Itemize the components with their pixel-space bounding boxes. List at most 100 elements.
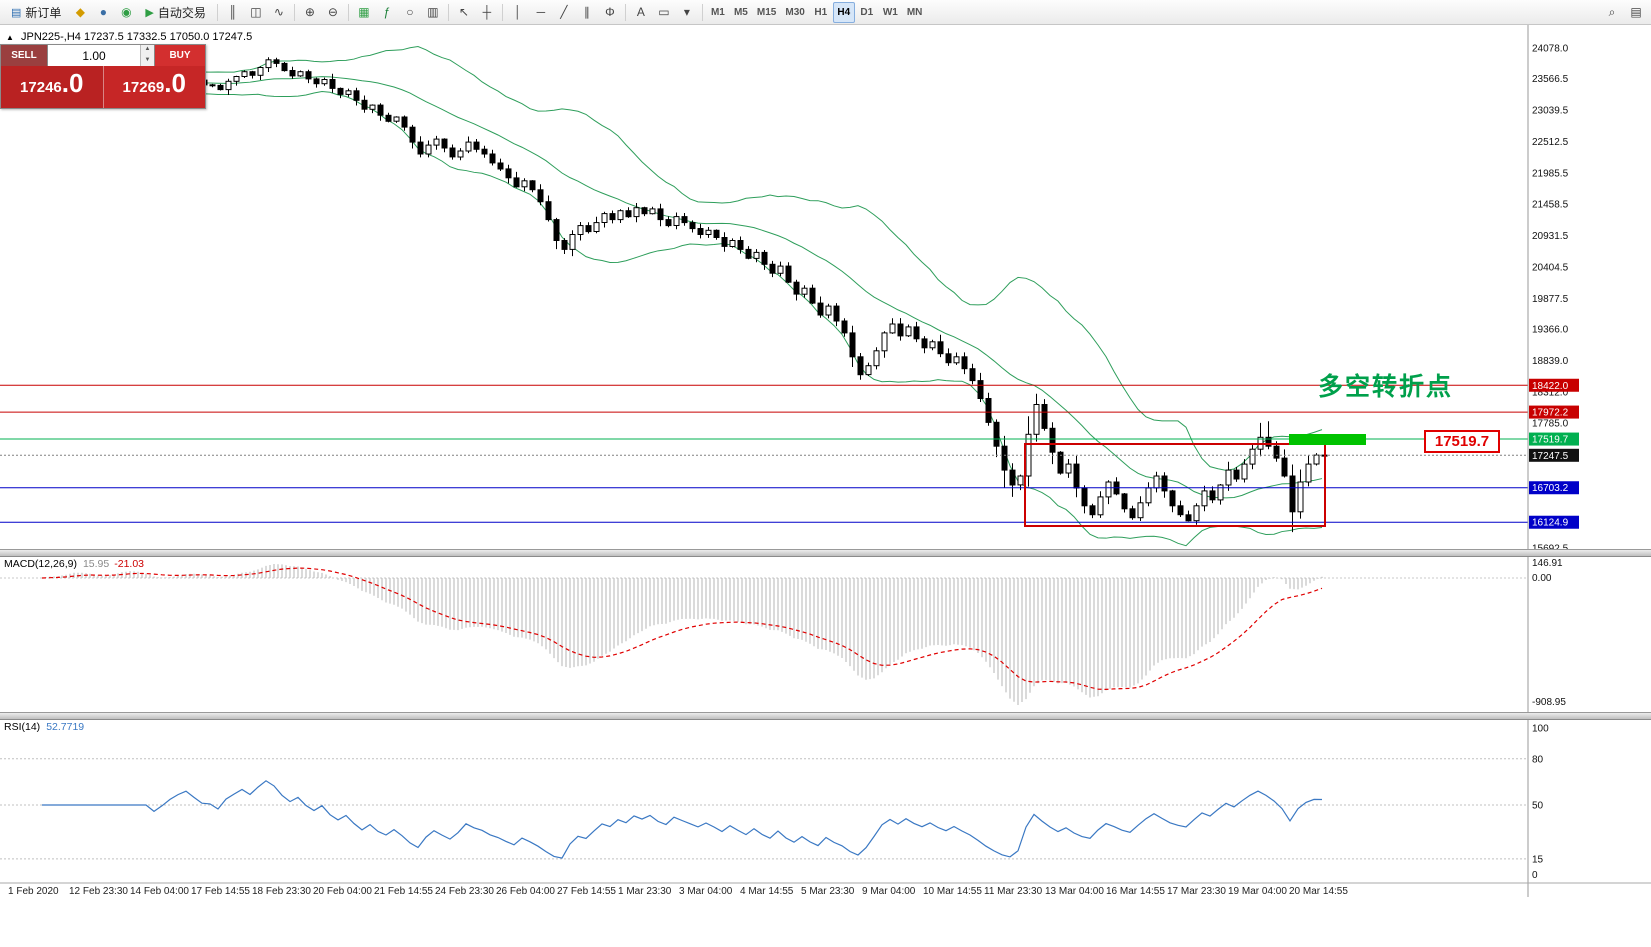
broadcast-icon[interactable]: ◉ (115, 2, 137, 23)
green-zone-annotation[interactable] (1289, 434, 1366, 445)
templates-icon[interactable]: ▥ (422, 2, 444, 23)
timeframe-h4[interactable]: H4 (832, 1, 855, 23)
candlestick-chart-icon[interactable]: ◫ (245, 2, 267, 23)
panel-separator[interactable] (0, 549, 1651, 557)
cursor-icon[interactable]: ↖ (453, 2, 475, 23)
macd-panel-layer[interactable] (0, 564, 1528, 705)
timeframe-d1[interactable]: D1 (856, 2, 878, 23)
svg-text:15: 15 (1532, 854, 1544, 865)
svg-text:17247.5: 17247.5 (1532, 451, 1569, 462)
sell-price[interactable]: 17246.0 (1, 66, 104, 108)
toolbar-separator (701, 3, 703, 21)
panel-separator[interactable] (0, 712, 1651, 720)
autotrading-button[interactable]: ▶ 自动交易 (138, 2, 212, 23)
sell-button[interactable]: SELL (1, 45, 47, 66)
buy-price[interactable]: 17269.0 (103, 66, 205, 108)
label-icon[interactable]: ▭ (653, 2, 675, 23)
svg-text:10 Mar 14:55: 10 Mar 14:55 (923, 886, 982, 897)
svg-text:20 Feb 04:00: 20 Feb 04:00 (313, 886, 372, 897)
chart-ohlc-values: 17237.5 17332.5 17050.0 17247.5 (83, 31, 253, 43)
volume-up-icon[interactable]: ▲ (141, 45, 154, 56)
svg-text:18312.0: 18312.0 (1532, 387, 1569, 398)
svg-text:22512.5: 22512.5 (1532, 137, 1569, 148)
price-callout[interactable]: 17519.7 (1424, 430, 1500, 453)
autotrading-icon: ▶ (145, 6, 154, 19)
new-order-button[interactable]: ▤ 新订单 (4, 2, 68, 23)
time-axis-labels: 1 Feb 2020 12 Feb 23:30 14 Feb 04:00 17 Feb… (8, 886, 1348, 897)
timeframe-w1[interactable]: W1 (879, 2, 902, 23)
svg-text:16703.2: 16703.2 (1532, 483, 1569, 494)
toolbar-separator (447, 3, 449, 21)
line-chart-icon[interactable]: ∿ (268, 2, 290, 23)
candles (41, 57, 1328, 533)
periods-icon[interactable]: ○ (399, 2, 421, 23)
rsi-axis-labels: 100 80 50 15 0 (1532, 724, 1549, 882)
timeframe-m15[interactable]: M15 (753, 2, 780, 23)
horizontal-line-icon[interactable]: ─ (530, 2, 552, 23)
svg-text:0.00: 0.00 (1532, 573, 1552, 584)
zoom-in-icon[interactable]: ⊕ (299, 2, 321, 23)
chart-windows-icon[interactable]: ▤ (1625, 2, 1647, 23)
timeframe-mn[interactable]: MN (903, 2, 927, 23)
toolbar-separator (501, 3, 503, 21)
volume-input[interactable] (48, 45, 140, 66)
svg-text:20931.5: 20931.5 (1532, 231, 1569, 242)
history-icon[interactable]: ◆ (69, 2, 91, 23)
autotrading-label: 自动交易 (157, 5, 206, 20)
channel-icon[interactable]: ∥ (576, 2, 598, 23)
timeframe-m30[interactable]: M30 (781, 2, 808, 23)
tile-windows-icon[interactable]: ▦ (353, 2, 375, 23)
indicators-icon[interactable]: ƒ (376, 2, 398, 23)
svg-text:-908.95: -908.95 (1532, 697, 1566, 708)
collapse-arrow-icon[interactable]: ▲ (6, 33, 14, 42)
shapes-icon[interactable]: ▾ (676, 2, 698, 23)
zoom-out-icon[interactable]: ⊖ (322, 2, 344, 23)
volume-field: ▲ ▼ (47, 45, 155, 66)
svg-text:16124.9: 16124.9 (1532, 518, 1569, 529)
red-box-annotation[interactable] (1024, 443, 1326, 527)
svg-text:19877.5: 19877.5 (1532, 294, 1569, 305)
svg-text:50: 50 (1532, 801, 1544, 812)
volume-down-icon[interactable]: ▼ (141, 55, 154, 66)
crosshair-icon[interactable]: ┼ (476, 2, 498, 23)
price-badges: 18422.0 17972.2 17519.7 16703.2 16124.9 17247… (1529, 378, 1579, 529)
svg-text:1 Feb 2020: 1 Feb 2020 (8, 886, 59, 897)
toolbar-separator (624, 3, 626, 21)
macd-axis-labels: 146.91 0.00 -908.95 (1532, 558, 1566, 708)
timeframe-h1[interactable]: H1 (810, 2, 832, 23)
new-order-label: 新订单 (25, 5, 62, 20)
svg-text:19 Mar 04:00: 19 Mar 04:00 (1228, 886, 1287, 897)
rsi-panel-layer[interactable] (0, 758, 1528, 860)
trendline-icon[interactable]: ╱ (553, 2, 575, 23)
chart-title: ▲ JPN225-,H4 17237.5 17332.5 17050.0 172… (6, 31, 252, 43)
timeframe-m1[interactable]: M1 (707, 2, 729, 23)
svg-text:27 Feb 14:55: 27 Feb 14:55 (557, 886, 616, 897)
svg-text:17519.7: 17519.7 (1532, 435, 1569, 446)
turning-point-annotation[interactable]: 多空转折点 (1318, 373, 1454, 401)
svg-text:17 Feb 14:55: 17 Feb 14:55 (191, 886, 250, 897)
text-icon[interactable]: A (630, 2, 652, 23)
rsi-line (42, 780, 1323, 859)
accounts-icon[interactable]: ● (92, 2, 114, 23)
level-lines[interactable] (0, 384, 1528, 523)
svg-text:24078.0: 24078.0 (1532, 43, 1569, 54)
new-order-icon: ▤ (11, 6, 22, 19)
svg-text:21 Feb 14:55: 21 Feb 14:55 (374, 886, 433, 897)
svg-text:11 Mar 23:30: 11 Mar 23:30 (984, 886, 1043, 897)
svg-text:13 Mar 04:00: 13 Mar 04:00 (1045, 886, 1104, 897)
symbol-search-icon[interactable]: ⌕ (1601, 2, 1623, 23)
main-chart-layer (0, 45, 1528, 547)
vertical-line-icon[interactable]: │ (507, 2, 529, 23)
svg-text:18 Feb 23:30: 18 Feb 23:30 (252, 886, 311, 897)
fibonacci-icon[interactable]: Φ (599, 2, 621, 23)
toolbar-separator (216, 3, 218, 21)
timeframe-m5[interactable]: M5 (730, 2, 752, 23)
bollinger-bands (41, 45, 1323, 547)
buy-button[interactable]: BUY (155, 45, 205, 66)
toolbar-right-icons: ⌕ ▤ (1601, 2, 1647, 23)
bar-chart-icon[interactable]: ║ (222, 2, 244, 23)
svg-text:1 Mar 23:30: 1 Mar 23:30 (618, 886, 672, 897)
svg-text:21985.5: 21985.5 (1532, 168, 1569, 179)
